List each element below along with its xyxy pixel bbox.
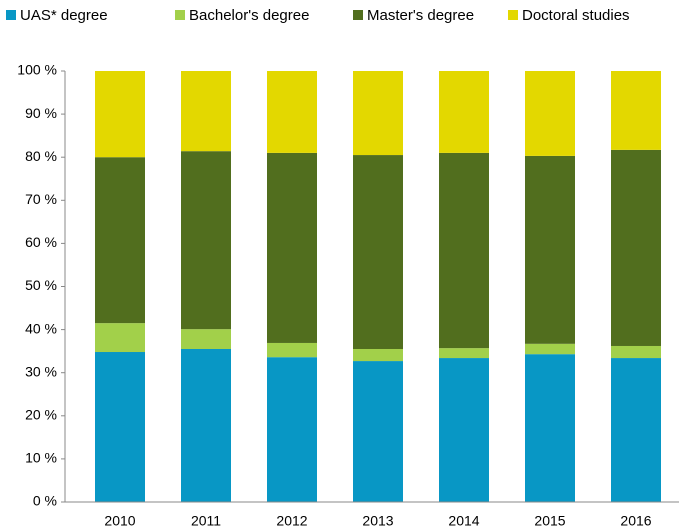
bar-segment: [611, 71, 661, 150]
y-tick-label: 90 %: [25, 105, 57, 121]
bar-segment: [439, 348, 489, 359]
bar-segment: [525, 71, 575, 156]
x-tick-label: 2010: [104, 513, 135, 529]
x-tick-label: 2011: [191, 513, 221, 529]
legend-swatch: [175, 10, 185, 20]
bar-segment: [267, 357, 317, 502]
bar-segment: [525, 354, 575, 502]
y-tick-label: 80 %: [25, 148, 57, 164]
bar-segment: [181, 71, 231, 152]
legend-label: Bachelor's degree: [189, 7, 309, 24]
bar-segment: [353, 71, 403, 156]
bar-segment: [439, 152, 489, 349]
bar-segment: [95, 323, 145, 353]
x-tick-label: 2014: [448, 513, 479, 529]
legend-label: Doctoral studies: [522, 7, 630, 24]
y-tick-label: 10 %: [25, 450, 57, 466]
y-tick-label: 60 %: [25, 234, 57, 250]
x-tick-label: 2015: [534, 513, 565, 529]
legend-swatch: [353, 10, 363, 20]
x-tick-label: 2013: [362, 513, 393, 529]
y-tick-label: 40 %: [25, 320, 57, 336]
y-tick-label: 30 %: [25, 363, 57, 379]
bar-segment: [525, 155, 575, 344]
y-tick-label: 50 %: [25, 277, 57, 293]
bar-segment: [439, 358, 489, 502]
y-tick-label: 100 %: [17, 62, 57, 78]
legend-swatch: [6, 10, 16, 20]
bar-segment: [611, 149, 661, 346]
legend-swatch: [508, 10, 518, 20]
bar-segment: [611, 358, 661, 502]
bar-segment: [353, 361, 403, 502]
x-tick-label: 2012: [276, 513, 307, 529]
bar-segment: [267, 152, 317, 343]
bar-segment: [181, 329, 231, 349]
legend-label: Master's degree: [367, 7, 474, 24]
bar-segment: [353, 348, 403, 362]
bar-segment: [439, 71, 489, 153]
bar-segment: [267, 342, 317, 358]
y-tick-label: 20 %: [25, 407, 57, 423]
legend-label: UAS* degree: [20, 7, 108, 24]
bar-segment: [181, 348, 231, 502]
bar-segment: [611, 345, 661, 359]
bar-segment: [95, 71, 145, 158]
y-tick-label: 0 %: [33, 493, 57, 509]
bar-segment: [525, 343, 575, 355]
bar-segment: [181, 151, 231, 330]
y-tick-label: 70 %: [25, 191, 57, 207]
bar-segment: [353, 155, 403, 349]
bar-segment: [267, 71, 317, 153]
bar-segment: [95, 352, 145, 502]
x-tick-label: 2016: [620, 513, 651, 529]
bar-segment: [95, 157, 145, 324]
